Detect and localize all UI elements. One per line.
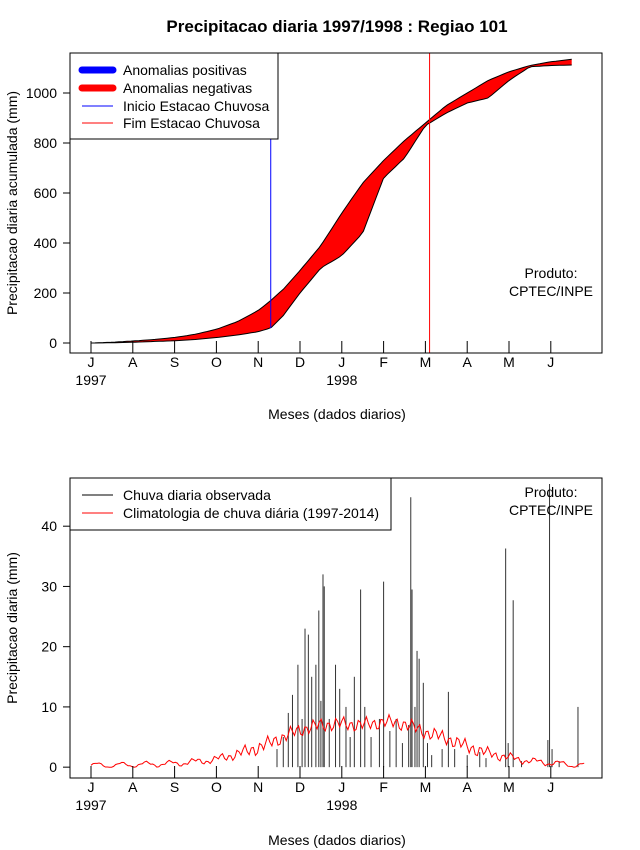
y-axis-2: 0 10 20 30 40 [41,518,70,775]
legend-label-positive: Anomalias positivas [123,62,247,78]
x-tick-label-2-8: M [420,779,432,795]
y-axis-label-2: Precipitacao diaria (mm) [4,552,20,704]
x-tick-label-1-2: S [170,354,179,370]
x-tick-label-1-4: N [253,354,263,370]
legend-label-observed: Chuva diaria observada [123,487,271,503]
year-label-2-0: 1997 [75,797,106,813]
legend-label-season-start: Inicio Estacao Chuvosa [123,98,270,114]
x-tick-label-2-7: F [379,779,388,795]
y-tick-label-1-1: 200 [34,285,58,301]
annotation-produto-2: Produto: [525,484,578,500]
annotation-cptec-2: CPTEC/INPE [509,502,593,518]
y-tick-label-1-3: 600 [34,185,58,201]
y-tick-label-1-4: 800 [34,135,58,151]
y-tick-label-1-5: 1000 [26,85,57,101]
climatology-cumulative-line [90,58,572,344]
year-label-1-0: 1997 [75,372,106,388]
x-tick-label-1-8: M [420,354,432,370]
x-tick-label-1-5: D [295,354,305,370]
y-tick-label-1-2: 400 [34,235,58,251]
x-tick-label-1-3: O [211,354,222,370]
y-tick-label-2-3: 30 [41,578,57,594]
x-tick-label-2-9: A [463,779,473,795]
climatology-daily-line [90,713,585,768]
x-tick-label-2-0: J [88,779,95,795]
y-axis-1: 0 200 400 600 800 1000 [26,85,70,351]
legend-2: Chuva diaria observada Climatologia de c… [69,477,392,531]
year-label-2-1: 1998 [326,797,357,813]
x-tick-label-1-9: A [463,354,473,370]
x-tick-label-2-2: S [170,779,179,795]
daily-bars-group [276,484,579,768]
legend-label-season-end: Fim Estacao Chuvosa [123,115,260,131]
x-tick-label-2-11: J [547,779,554,795]
x-tick-label-2-5: D [295,779,305,795]
x-tick-label-2-3: O [211,779,222,795]
legend-box-2 [69,477,392,531]
y-tick-label-2-1: 10 [41,699,57,715]
x-tick-label-1-7: F [379,354,388,370]
x-tick-label-2-1: A [128,779,138,795]
legend-label-negative: Anomalias negativas [123,80,252,96]
annotation-produto-1: Produto: [525,265,578,281]
climatology-group [90,713,585,768]
x-tick-label-1-6: J [338,354,345,370]
daily-panel: 0 10 20 30 40 J A S O N D J F M A M J 1997 1998 Meses (da… [4,477,603,848]
anomaly-area-group [90,53,572,353]
x-tick-label-1-11: J [547,354,554,370]
x-axis-1: J A S O N D J F M A M J 1997 1998 [75,341,554,388]
plot-box-1 [69,52,603,354]
annotation-cptec-1: CPTEC/INPE [509,283,593,299]
y-axis-label-1: Precipitacao diaria acumulada (mm) [4,91,20,315]
observed-cumulative-line [91,64,572,344]
x-tick-label-2-4: N [253,779,263,795]
y-tick-label-2-0: 0 [49,759,57,775]
x-tick-label-2-10: M [503,779,515,795]
legend-label-climatology: Climatologia de chuva diária (1997-2014) [123,505,379,521]
x-tick-label-1-1: A [128,354,138,370]
x-axis-label-2: Meses (dados diarios) [268,832,406,848]
chart-title: Precipitacao diaria 1997/1998 : Regiao 1… [166,17,507,36]
x-axis-label-1: Meses (dados diarios) [268,406,406,422]
x-tick-label-1-0: J [88,354,95,370]
x-tick-label-1-10: M [503,354,515,370]
legend-1: Anomalias positivas Anomalias negativas … [69,52,279,140]
y-tick-label-1-0: 0 [49,335,57,351]
y-tick-label-2-4: 40 [41,518,57,534]
x-tick-label-2-6: J [338,779,345,795]
x-axis-2: J A S O N D J F M A M J 1997 1998 [75,766,554,813]
year-label-1-1: 1998 [326,372,357,388]
cumulative-panel: 0 200 400 600 800 1000 J A S O N D J F M A M J 1997 1998 M… [4,52,603,422]
y-tick-label-2-2: 20 [41,639,57,655]
